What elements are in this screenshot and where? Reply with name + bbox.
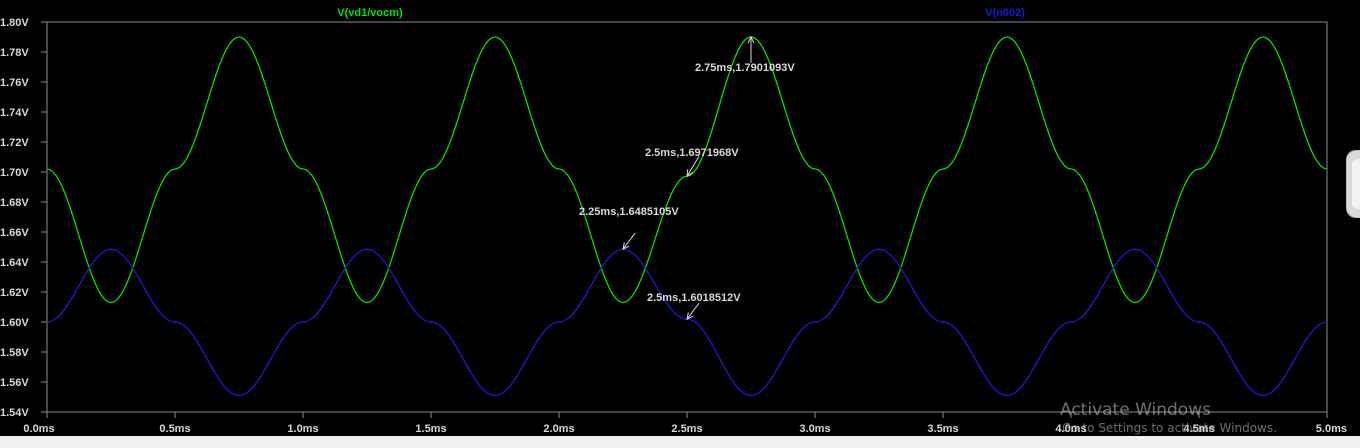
annotation-arrow <box>686 302 700 320</box>
y-tick-label: 1.76V <box>0 77 29 89</box>
trace-n002 <box>46 248 1328 397</box>
annotation-arrowhead <box>686 312 694 321</box>
annotation-label: 2.25ms,1.6485105V <box>579 206 679 218</box>
legend-entry: V(vd1/vocm) <box>337 7 403 19</box>
y-axis: 1.54V 1.56V 1.58V 1.60V 1.62V 1.64V 1.66V 1.68V… <box>0 17 47 419</box>
y-tick-label: 1.68V <box>0 197 29 209</box>
annotation-arrowhead <box>747 35 755 44</box>
plot-frame <box>46 21 1328 413</box>
y-tick-label: 1.80V <box>0 17 29 29</box>
x-tick-label: 0.5ms <box>159 423 190 435</box>
x-tick-label: 4.5ms <box>1183 423 1214 435</box>
legend: V(vd1/vocm) V(n002) <box>337 7 1025 19</box>
y-tick-label: 1.66V <box>0 227 29 239</box>
y-tick-label: 1.74V <box>0 107 29 119</box>
annotations: 2.75ms,1.7901093V 2.5ms,1.6971968V 2.25ms,… <box>579 35 795 321</box>
x-tick-label: 5.0ms <box>1316 423 1347 435</box>
legend-entry: V(n002) <box>985 7 1025 19</box>
x-tick-label: 1.5ms <box>415 423 446 435</box>
side-panel-handle[interactable] <box>1346 150 1360 218</box>
y-tick-label: 1.56V <box>0 377 29 389</box>
annotation-arrowhead <box>622 242 630 251</box>
x-tick-label: 4.0ms <box>1055 423 1086 435</box>
annotation-arrow <box>622 232 636 250</box>
y-tick-label: 1.54V <box>0 407 29 419</box>
x-tick-label: 1.0ms <box>287 423 318 435</box>
x-tick-label: 3.5ms <box>927 423 958 435</box>
status-strip <box>0 436 1360 448</box>
annotation-label: 2.5ms,1.6018512V <box>647 292 741 304</box>
annotation-arrow <box>686 155 700 177</box>
trace-vd1-vocm <box>46 36 1328 304</box>
annotation-label: 2.75ms,1.7901093V <box>695 62 795 74</box>
y-tick-label: 1.62V <box>0 287 29 299</box>
y-tick-label: 1.78V <box>0 47 29 59</box>
y-tick-label: 1.72V <box>0 137 29 149</box>
x-tick-label: 0.0ms <box>23 423 54 435</box>
y-tick-label: 1.60V <box>0 317 29 329</box>
traces <box>46 36 1328 397</box>
x-axis: 0.0ms 0.5ms 1.0ms 1.5ms 2.0ms 2.5ms 3.0ms 3.5ms… <box>23 412 1347 435</box>
annotation-label: 2.5ms,1.6971968V <box>645 147 739 159</box>
y-tick-label: 1.70V <box>0 167 29 179</box>
y-tick-label: 1.58V <box>0 347 29 359</box>
x-tick-label: 2.0ms <box>543 423 574 435</box>
annotation-arrowhead <box>686 169 694 178</box>
x-tick-label: 2.5ms <box>671 423 702 435</box>
x-tick-label: 3.0ms <box>799 423 830 435</box>
y-tick-label: 1.64V <box>0 257 29 269</box>
